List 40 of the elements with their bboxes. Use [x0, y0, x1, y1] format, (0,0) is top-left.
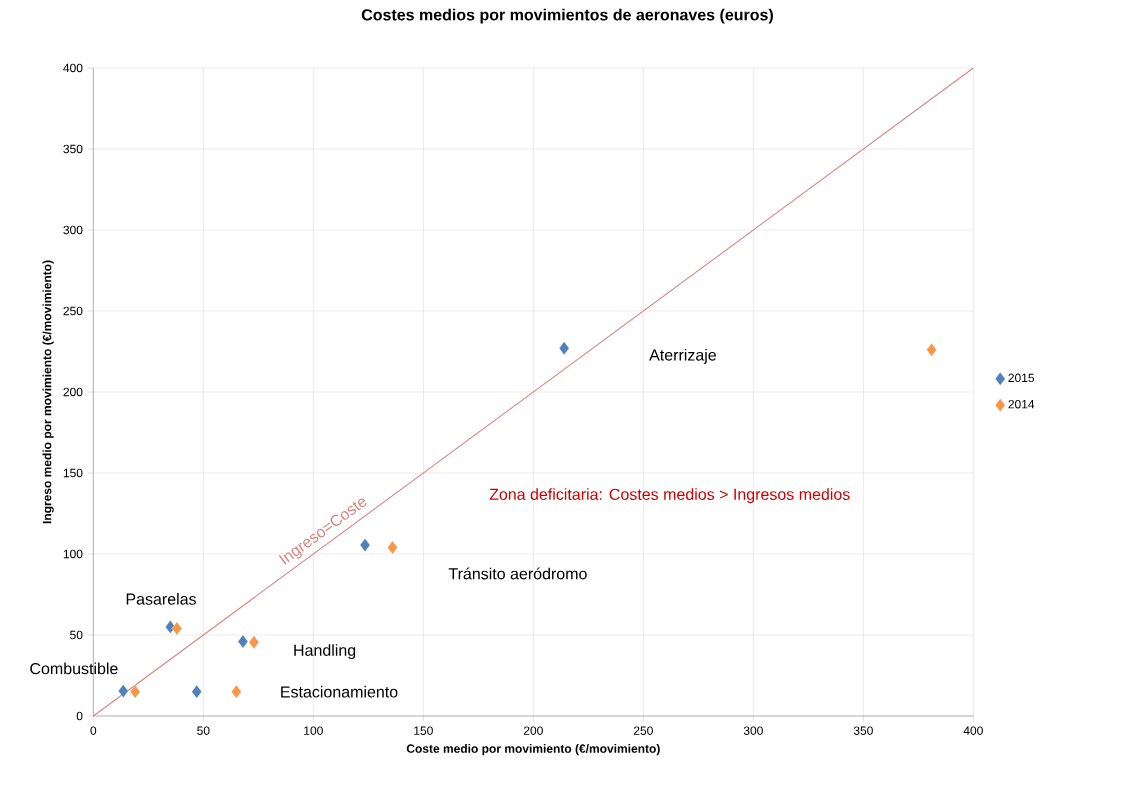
y-tick-label: 0	[76, 711, 83, 721]
x-tick-label: 300	[743, 726, 763, 735]
x-tick-label: 50	[197, 726, 210, 735]
point	[387, 540, 398, 555]
y-axis-title: Ingreso medio por movimiento (€/movimiento)	[42, 260, 54, 524]
y-tick-label: 50	[70, 630, 83, 640]
annotation: Combustible	[30, 662, 118, 675]
x-tick-label: 400	[963, 726, 983, 735]
annotation: Tránsito aeródromo	[448, 567, 587, 580]
y-tick-label: 250	[63, 306, 83, 316]
x-tick-label: 250	[633, 726, 653, 735]
x-tick-label: 200	[523, 726, 543, 735]
x-tick-label: 0	[90, 726, 97, 735]
annotation: Handling	[294, 644, 356, 660]
x-tick-label: 150	[414, 726, 433, 735]
legend-label: 2015	[1008, 373, 1035, 383]
y-tick-label: 400	[63, 63, 83, 73]
point	[118, 684, 129, 698]
x-tick-label: 100	[304, 726, 323, 735]
point	[171, 621, 183, 636]
annotation: Pasarelas	[126, 593, 196, 605]
annotation: Estacionamiento	[281, 685, 398, 698]
point	[231, 684, 242, 699]
point	[129, 684, 141, 699]
point	[558, 341, 570, 356]
y-tick-label: 200	[63, 387, 83, 397]
legend-label: 2014	[1008, 399, 1035, 409]
point	[191, 684, 202, 699]
point	[248, 635, 260, 650]
y-tick-label: 100	[63, 549, 83, 559]
point	[926, 343, 937, 357]
annotation: Aterrizaje	[649, 348, 716, 364]
x-axis-title: Coste medio por movimiento (€/movimiento)	[406, 744, 660, 756]
y-tick-label: 350	[63, 144, 83, 154]
chart-title: Costes medios por movimientos de aeronaves (euros)	[361, 8, 773, 24]
point	[237, 634, 249, 649]
y-tick-label: 150	[63, 468, 83, 478]
x-tick-label: 350	[853, 726, 873, 735]
y-tick-label: 300	[63, 225, 83, 235]
annotation: Zona deficitaria: Costes medios > Ingresos medios	[489, 488, 850, 504]
